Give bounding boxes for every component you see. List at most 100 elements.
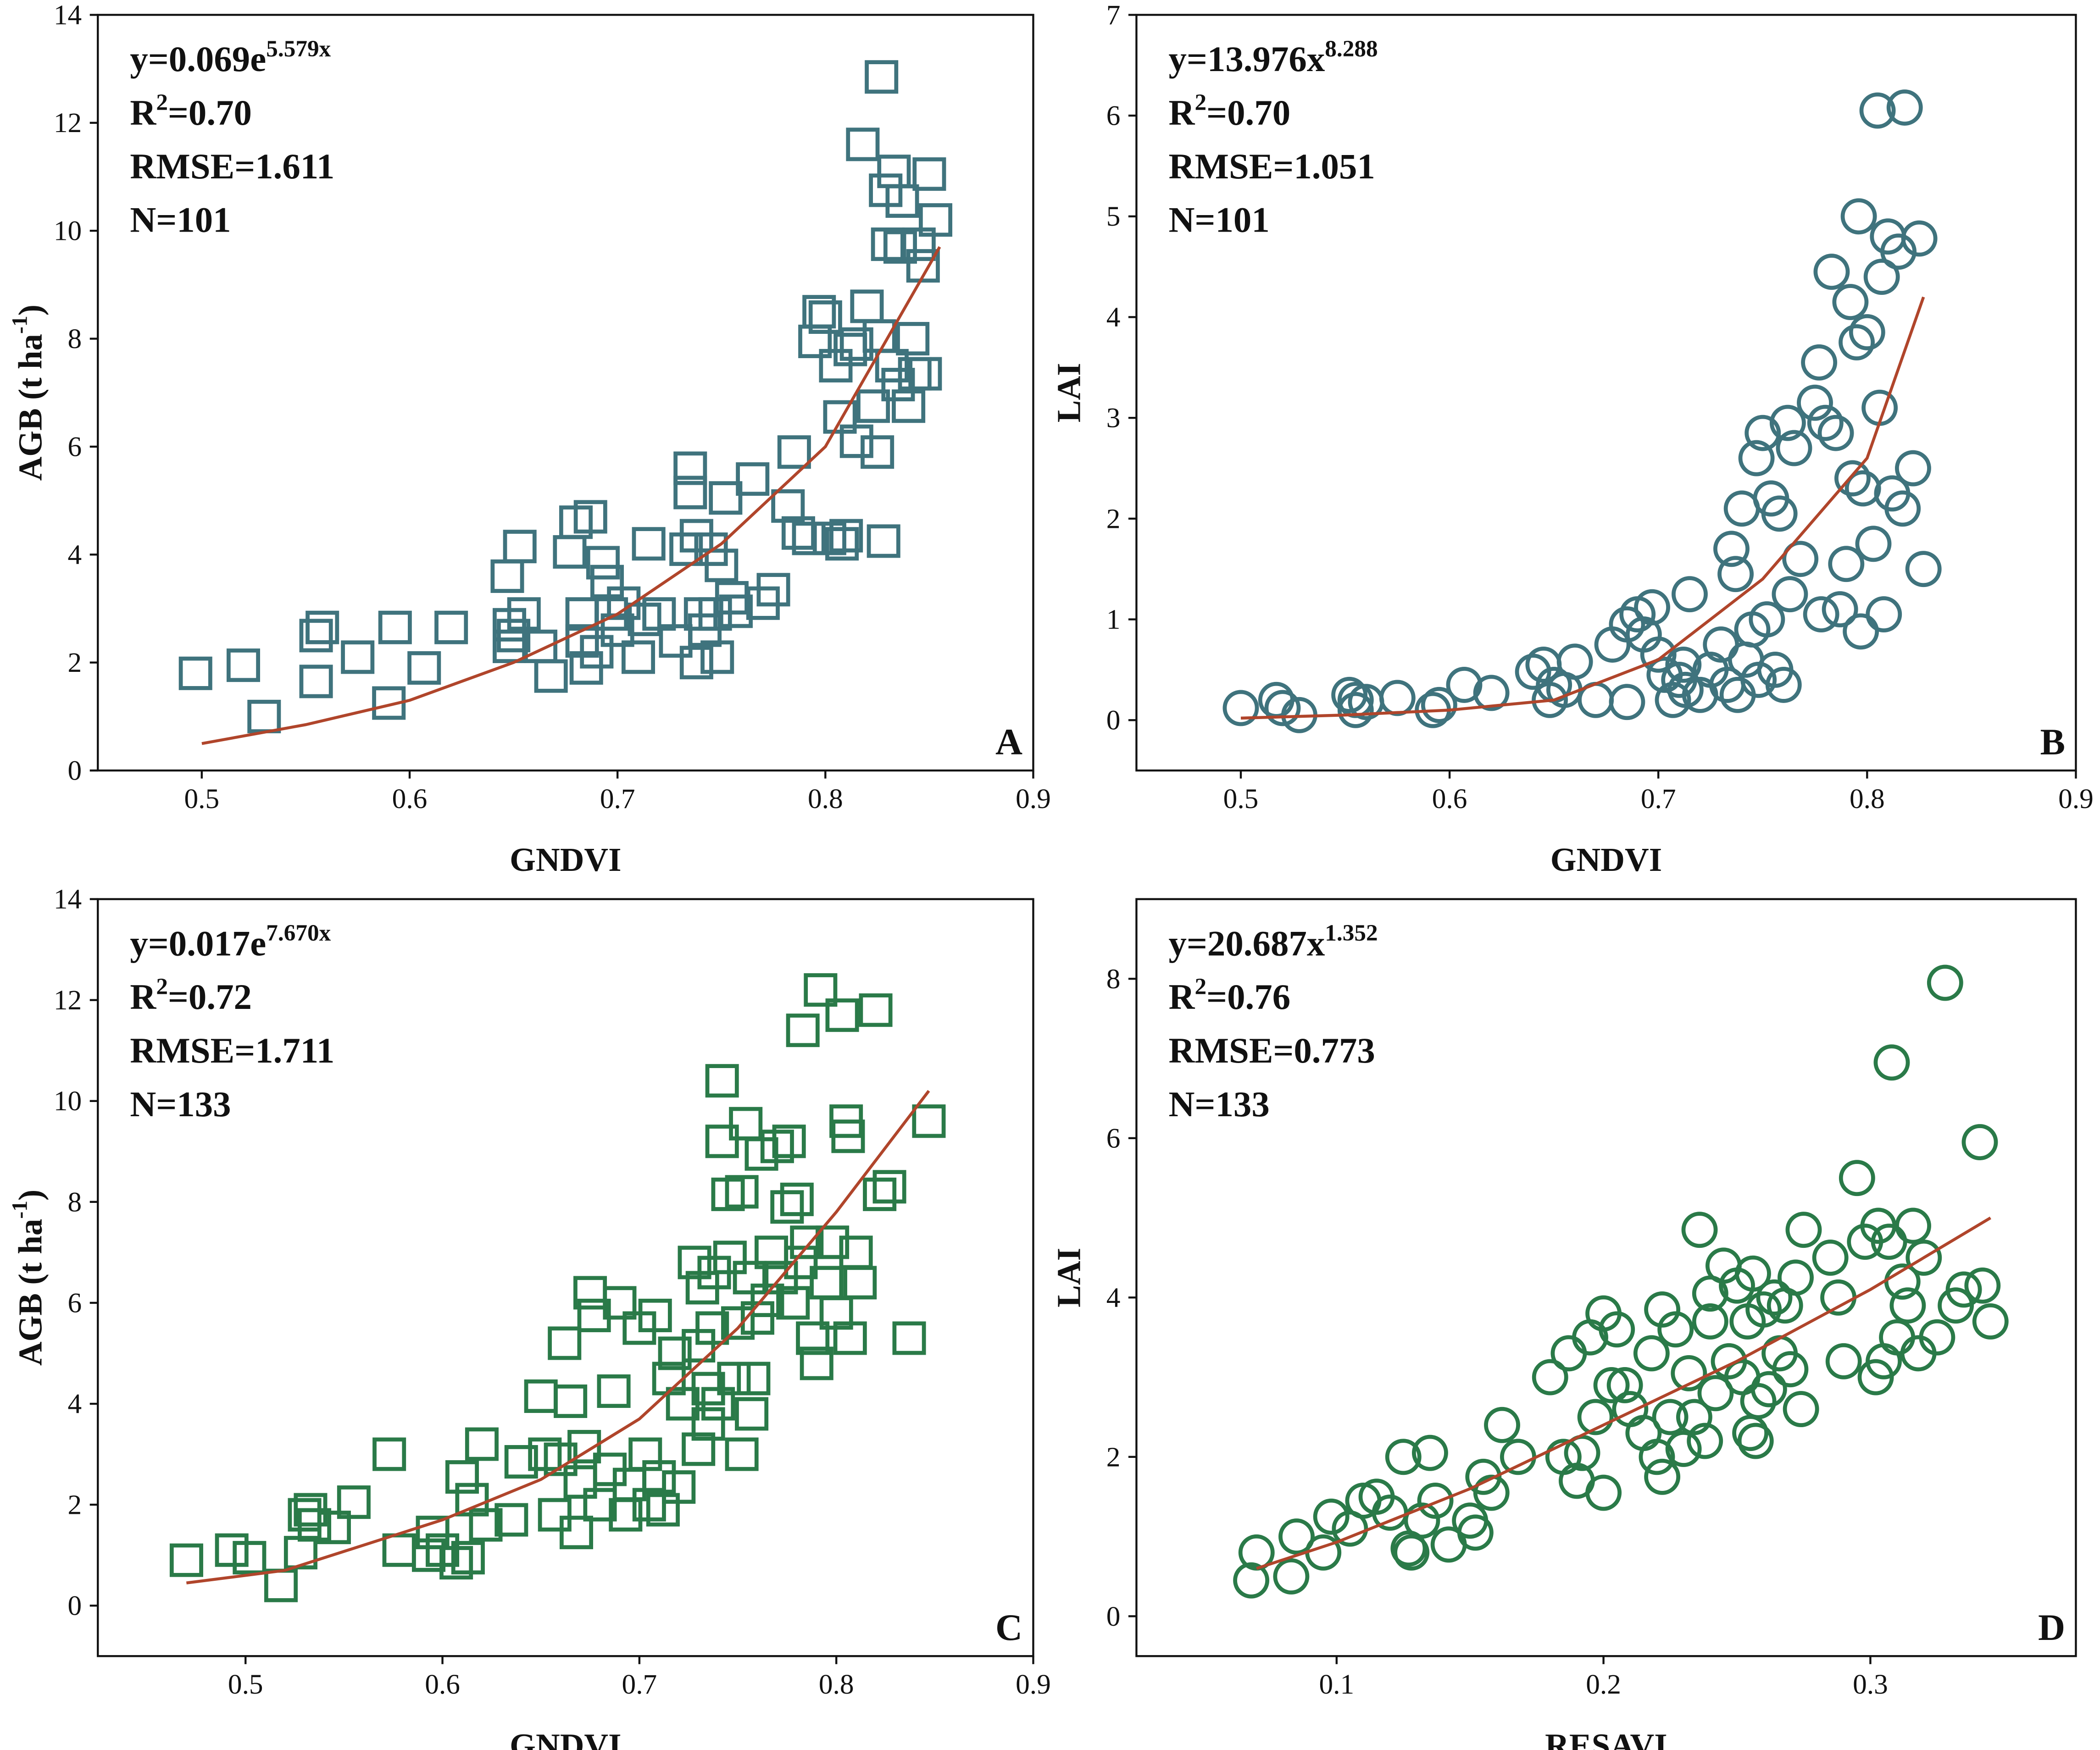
fit-curve bbox=[1240, 296, 1925, 720]
annotation-text: R bbox=[130, 977, 156, 1017]
point bbox=[503, 530, 537, 564]
annotation-sup: 2 bbox=[1195, 89, 1207, 116]
point bbox=[1657, 1311, 1694, 1348]
annotation-sup: 2 bbox=[1195, 974, 1207, 1000]
plot-frame bbox=[97, 14, 1034, 772]
annotation-text: y=13.976x bbox=[1169, 39, 1325, 79]
point bbox=[1844, 470, 1881, 507]
annotation: RMSE=1.711 bbox=[130, 1031, 334, 1071]
y-tick-label: 0 bbox=[1106, 1601, 1121, 1632]
annotation: RMSE=1.611 bbox=[130, 147, 334, 187]
point bbox=[865, 60, 899, 94]
point bbox=[1421, 687, 1457, 723]
point bbox=[1697, 1375, 1734, 1412]
point bbox=[306, 610, 339, 644]
point bbox=[673, 451, 707, 485]
point bbox=[1313, 1498, 1350, 1535]
point bbox=[1644, 1291, 1681, 1328]
point bbox=[804, 973, 838, 1007]
y-tick-label: 2 bbox=[1106, 503, 1121, 534]
point bbox=[719, 594, 753, 628]
x-tick-label: 0.8 bbox=[808, 783, 843, 814]
y-tick-label: 2 bbox=[1106, 1441, 1121, 1473]
point bbox=[843, 1266, 877, 1300]
annotation-sup: 8.288 bbox=[1325, 36, 1378, 62]
point bbox=[705, 1064, 739, 1098]
point bbox=[772, 1124, 806, 1158]
point bbox=[790, 1225, 824, 1259]
annotation-sup: 5.579x bbox=[266, 36, 331, 62]
annotation: R2=0.70 bbox=[130, 89, 252, 133]
point bbox=[1859, 92, 1896, 129]
annotation-tail: =0.70 bbox=[1206, 93, 1290, 133]
annotation-text: N=101 bbox=[130, 200, 231, 240]
x-axis-label-text: RESAVI bbox=[1545, 1727, 1667, 1750]
point bbox=[439, 1546, 473, 1580]
point bbox=[1606, 1367, 1643, 1403]
point bbox=[1772, 1351, 1809, 1388]
point bbox=[839, 327, 873, 361]
point bbox=[831, 1119, 865, 1153]
point bbox=[792, 521, 826, 555]
x-tick-label: 0.1 bbox=[1319, 1669, 1354, 1700]
annotation-text: y=0.069e bbox=[130, 39, 266, 79]
y-tick-label: 8 bbox=[1106, 964, 1121, 995]
point bbox=[825, 998, 859, 1032]
point bbox=[1839, 1160, 1875, 1196]
point bbox=[1906, 1240, 1942, 1276]
point bbox=[1879, 1319, 1916, 1356]
annotation-text: RMSE=1.711 bbox=[130, 1031, 334, 1071]
plot-frame bbox=[1135, 898, 2077, 1657]
point bbox=[1785, 1212, 1822, 1248]
point bbox=[1884, 490, 1921, 527]
annotation: y=20.687x1.352 bbox=[1169, 920, 1378, 964]
point bbox=[1778, 1259, 1814, 1296]
point bbox=[1278, 1518, 1315, 1555]
point bbox=[756, 573, 790, 607]
point bbox=[678, 1246, 711, 1279]
point bbox=[1667, 671, 1704, 708]
point bbox=[780, 1182, 814, 1216]
y-tick-label: 14 bbox=[54, 0, 82, 31]
y-tick-label: 8 bbox=[68, 1186, 82, 1218]
x-tick-label: 0.6 bbox=[1432, 783, 1467, 814]
point bbox=[1556, 643, 1593, 680]
y-axis-label-tail: ) bbox=[12, 305, 49, 316]
point bbox=[382, 1533, 416, 1567]
point bbox=[1769, 404, 1806, 441]
point bbox=[1880, 233, 1917, 270]
point bbox=[839, 424, 873, 458]
point bbox=[226, 648, 260, 682]
annotation: R2=0.72 bbox=[130, 974, 252, 1017]
annotation-text: R bbox=[130, 93, 156, 133]
point bbox=[563, 1465, 597, 1499]
annotation-text: N=101 bbox=[1169, 200, 1270, 240]
point bbox=[1749, 601, 1785, 638]
y-tick-label: 10 bbox=[54, 1085, 82, 1117]
point bbox=[507, 597, 541, 631]
y-axis-label: LAI bbox=[1050, 363, 1088, 422]
point bbox=[1473, 675, 1510, 711]
x-tick-label: 0.3 bbox=[1853, 1669, 1888, 1700]
y-axis-label: AGB (t ha-1) bbox=[8, 305, 49, 481]
x-tick-label: 0.7 bbox=[600, 783, 635, 814]
point bbox=[1585, 1474, 1622, 1511]
point bbox=[580, 635, 614, 669]
point bbox=[912, 1104, 946, 1138]
point bbox=[705, 548, 739, 582]
point bbox=[1634, 589, 1670, 626]
annotation: N=133 bbox=[130, 1085, 231, 1124]
point bbox=[700, 640, 734, 674]
point bbox=[559, 1516, 594, 1550]
point bbox=[1687, 1423, 1723, 1459]
x-axis-label-text: GNDVI bbox=[510, 1727, 621, 1750]
annotation-text: R bbox=[1169, 977, 1195, 1017]
point bbox=[1855, 526, 1892, 562]
panel-label: D bbox=[2038, 1606, 2065, 1648]
point bbox=[1639, 1439, 1675, 1475]
point bbox=[494, 1503, 528, 1537]
y-tick-label: 6 bbox=[68, 431, 82, 462]
point bbox=[247, 699, 281, 733]
point bbox=[1640, 637, 1677, 673]
point bbox=[736, 462, 770, 496]
